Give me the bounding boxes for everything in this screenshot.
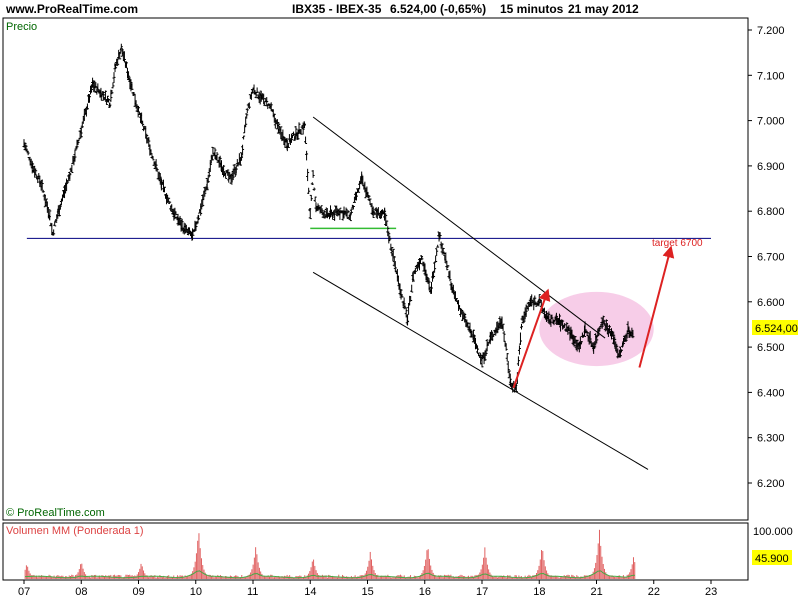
x-tick-label: 11	[247, 586, 258, 598]
channel-lower-line	[312, 271, 649, 470]
y-tick-label: 7.100	[757, 70, 785, 82]
x-tick-label: 16	[419, 586, 431, 598]
period-label: 15 minutos	[500, 2, 564, 16]
y-tick-label: 6.600	[757, 297, 785, 309]
volume-panel[interactable]	[2, 522, 749, 581]
x-tick-label: 22	[648, 586, 660, 598]
symbol-label: IBX35 - IBEX-35	[292, 2, 382, 16]
x-tick-label: 15	[362, 586, 374, 598]
y-tick-label: 6.300	[757, 433, 785, 445]
x-tick-label: 17	[476, 586, 488, 598]
trend-arrow	[512, 288, 551, 389]
trend-arrow	[638, 245, 675, 368]
consolidation-ellipse	[539, 291, 654, 367]
current-price-label: 6.524,00	[755, 323, 798, 335]
watermark: © ProRealTime.com	[6, 507, 105, 519]
x-tick-label: 08	[75, 586, 87, 598]
x-tick-label: 10	[190, 586, 202, 598]
volume-scale-label: 100.000	[753, 526, 793, 538]
price-panel[interactable]	[2, 17, 749, 521]
x-tick-label: 09	[133, 586, 145, 598]
x-tick-label: 07	[18, 586, 30, 598]
current-volume-box	[752, 550, 792, 565]
quote-label: 6.524,00 (-0,65%)	[390, 2, 487, 16]
y-tick-label: 6.900	[757, 161, 785, 173]
y-tick-label: 6.400	[757, 387, 785, 399]
y-tick-label: 7.200	[757, 25, 785, 37]
current-volume-label: 45.900	[755, 553, 789, 565]
y-tick-label: 6.800	[757, 206, 785, 218]
y-tick-label: 7.000	[757, 116, 785, 128]
date-label: 21 may 2012	[568, 2, 639, 16]
x-tick-label: 14	[304, 586, 316, 598]
volume-ma-line	[25, 570, 635, 579]
current-price-box	[752, 320, 798, 335]
y-tick-label: 6.700	[757, 252, 785, 264]
y-tick-label: 6.500	[757, 342, 785, 354]
target-annotation: target 6700	[652, 238, 703, 249]
x-tick-label: 18	[533, 586, 545, 598]
channel-upper-line	[312, 116, 606, 339]
y-tick-label: 6.200	[757, 478, 785, 490]
price-panel-label: Precio	[6, 21, 37, 33]
site-name[interactable]: www.ProRealTime.com	[6, 2, 139, 16]
volume-panel-label: Volumen MM (Ponderada 1)	[6, 525, 144, 537]
x-tick-label: 23	[705, 586, 717, 598]
x-tick-label: 21	[591, 586, 603, 598]
chart-header: www.ProRealTime.com IBX35 - IBEX-35 6.52…	[0, 0, 800, 18]
